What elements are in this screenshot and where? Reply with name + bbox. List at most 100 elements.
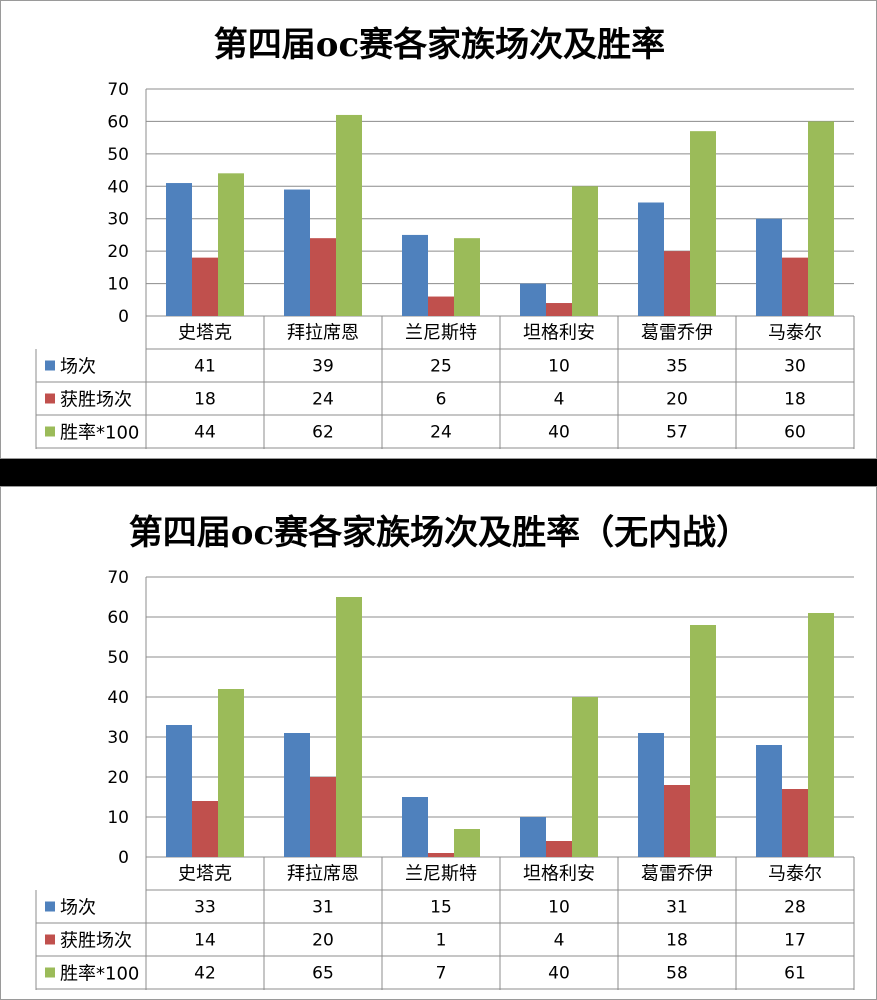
bar <box>808 121 834 316</box>
y-tick-label: 70 <box>107 80 129 100</box>
table-value: 7 <box>436 964 447 984</box>
bar <box>690 625 716 857</box>
table-value: 15 <box>430 898 452 918</box>
table-value: 17 <box>784 931 806 951</box>
legend-label: 获胜场次 <box>60 931 132 952</box>
table-value: 41 <box>194 357 216 377</box>
table-value: 40 <box>548 423 570 443</box>
bar <box>808 613 834 857</box>
bar <box>428 296 454 316</box>
category-label: 兰尼斯特 <box>405 323 477 344</box>
legend-key <box>45 901 55 912</box>
bar <box>192 257 218 316</box>
table-value: 33 <box>194 898 216 918</box>
category-label: 拜拉席恩 <box>287 864 359 885</box>
legend-label: 胜率*100 <box>60 423 139 444</box>
bar <box>664 251 690 316</box>
legend-key <box>45 360 55 371</box>
table-value: 60 <box>784 423 806 443</box>
table-value: 28 <box>784 898 806 918</box>
bar <box>638 202 664 316</box>
category-label: 史塔克 <box>178 323 232 344</box>
bar <box>192 801 218 857</box>
table-value: 4 <box>554 390 565 410</box>
table-value: 61 <box>784 964 806 984</box>
legend-label: 胜率*100 <box>60 964 139 985</box>
bar <box>218 689 244 857</box>
bar <box>664 785 690 857</box>
y-tick-label: 60 <box>107 112 129 132</box>
bar <box>166 183 192 316</box>
y-tick-label: 10 <box>107 808 129 828</box>
bar <box>428 853 454 857</box>
y-tick-label: 50 <box>107 648 129 668</box>
table-value: 10 <box>548 357 570 377</box>
table-value: 24 <box>312 390 334 410</box>
y-tick-label: 50 <box>107 145 129 165</box>
legend-key <box>45 967 55 978</box>
bar <box>546 303 572 316</box>
y-tick-label: 70 <box>107 568 129 588</box>
chart-title: 第四届oc赛各家族场次及胜率（无内战） <box>128 513 751 553</box>
bar <box>402 797 428 857</box>
table-value: 4 <box>554 931 565 951</box>
category-label: 马泰尔 <box>768 323 822 344</box>
bar <box>218 173 244 316</box>
bar <box>336 597 362 857</box>
table-value: 18 <box>194 390 216 410</box>
legend-key <box>45 934 55 945</box>
legend-label: 获胜场次 <box>60 390 132 411</box>
table-value: 58 <box>666 964 688 984</box>
chart-title: 第四届oc赛各家族场次及胜率 <box>213 25 666 65</box>
table-value: 20 <box>312 931 334 951</box>
y-tick-label: 0 <box>118 307 129 327</box>
y-tick-label: 30 <box>107 210 129 230</box>
category-label: 坦格利安 <box>523 864 595 885</box>
bar <box>284 733 310 857</box>
table-value: 42 <box>194 964 216 984</box>
bar <box>520 283 546 316</box>
category-label: 葛雷乔伊 <box>641 323 713 344</box>
table-value: 25 <box>430 357 452 377</box>
category-label: 坦格利安 <box>523 323 595 344</box>
table-value: 44 <box>194 423 216 443</box>
bar <box>782 257 808 316</box>
y-tick-label: 10 <box>107 275 129 295</box>
table-value: 1 <box>436 931 447 951</box>
category-label: 兰尼斯特 <box>405 864 477 885</box>
y-tick-label: 60 <box>107 608 129 628</box>
table-value: 6 <box>436 390 447 410</box>
table-value: 18 <box>784 390 806 410</box>
bar <box>638 733 664 857</box>
category-label: 马泰尔 <box>768 864 822 885</box>
table-value: 40 <box>548 964 570 984</box>
bar <box>402 234 428 316</box>
table-value: 39 <box>312 357 334 377</box>
y-tick-label: 20 <box>107 768 129 788</box>
y-tick-label: 0 <box>118 848 129 868</box>
table-value: 65 <box>312 964 334 984</box>
table-value: 35 <box>666 357 688 377</box>
bar <box>520 817 546 857</box>
bar <box>454 829 480 857</box>
table-value: 57 <box>666 423 688 443</box>
table-value: 31 <box>666 898 688 918</box>
bar <box>572 697 598 857</box>
bar <box>572 186 598 316</box>
y-tick-label: 30 <box>107 728 129 748</box>
legend-key <box>45 426 55 437</box>
bar <box>756 218 782 316</box>
category-label: 拜拉席恩 <box>287 323 359 344</box>
table-value: 31 <box>312 898 334 918</box>
table-value: 20 <box>666 390 688 410</box>
bar <box>454 238 480 316</box>
bar <box>166 725 192 857</box>
bar <box>310 238 336 316</box>
table-value: 30 <box>784 357 806 377</box>
legend-label: 场次 <box>60 357 96 378</box>
table-value: 62 <box>312 423 334 443</box>
bar <box>546 841 572 857</box>
y-tick-label: 40 <box>107 177 129 197</box>
table-value: 24 <box>430 423 452 443</box>
